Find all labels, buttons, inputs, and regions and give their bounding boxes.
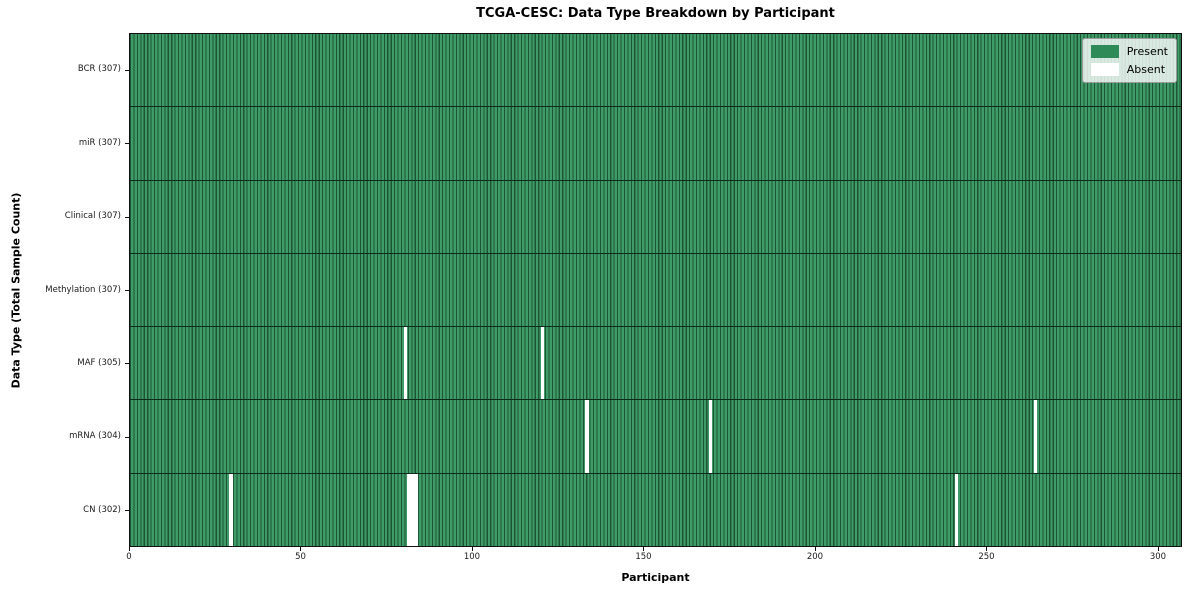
absent-cell	[403, 327, 408, 400]
x-tick-mark	[471, 547, 473, 551]
absent-cell	[410, 473, 415, 546]
absent-cell	[229, 473, 233, 546]
absent-swatch	[1090, 63, 1119, 76]
y-tick-mark	[125, 436, 129, 438]
x-tick-mark	[129, 547, 130, 551]
y-tick-label: mRNA (304)	[69, 431, 121, 442]
x-tick-label: 50	[295, 552, 306, 562]
y-tick-label: miR (307)	[78, 137, 121, 148]
legend-entry-present: Present	[1090, 45, 1168, 58]
row-cn	[130, 472, 1181, 546]
legend: Present Absent	[1081, 38, 1177, 83]
x-tick-mark	[986, 547, 988, 551]
row-mir	[130, 106, 1181, 180]
x-tick-mark	[814, 547, 816, 551]
y-tick-mark	[125, 143, 129, 145]
plot-area: Present Absent	[129, 33, 1182, 547]
y-tick-mark	[125, 69, 129, 71]
row-maf	[130, 326, 1181, 400]
chart-title: TCGA-CESC: Data Type Breakdown by Partic…	[476, 6, 835, 21]
y-tick-label: BCR (307)	[77, 64, 121, 75]
y-tick-mark	[125, 510, 129, 512]
y-tick-mark	[125, 216, 129, 218]
absent-cell	[585, 400, 589, 473]
row-clinical	[130, 179, 1181, 253]
y-tick-label: Clinical (307)	[64, 211, 121, 222]
x-tick-label: 250	[978, 552, 995, 562]
y-tick-label: CN (302)	[83, 504, 121, 515]
absent-cell	[708, 400, 712, 473]
row-bcr	[130, 34, 1181, 107]
x-tick-mark	[1157, 547, 1159, 551]
x-tick-mark	[300, 547, 302, 551]
x-tick-label: 0	[126, 552, 132, 562]
legend-entry-absent: Absent	[1090, 63, 1168, 76]
absent-cell	[414, 473, 418, 546]
y-tick-mark	[125, 290, 129, 291]
x-tick-label: 150	[635, 552, 652, 562]
present-swatch	[1090, 45, 1119, 58]
heatmap-rows	[130, 34, 1181, 546]
row-methylation	[130, 252, 1181, 327]
legend-label-present: Present	[1126, 45, 1168, 58]
x-axis-label: Participant	[621, 571, 690, 584]
x-tick-mark	[643, 547, 645, 551]
y-tick-mark	[125, 363, 129, 365]
x-tick-label: 100	[463, 552, 481, 562]
absent-cell	[540, 327, 545, 400]
absent-cell	[407, 473, 411, 546]
x-tick-label: 200	[806, 552, 824, 562]
row-mrna	[130, 399, 1181, 473]
legend-label-absent: Absent	[1126, 63, 1166, 76]
y-tick-label: MAF (305)	[77, 357, 121, 368]
absent-cell	[1033, 400, 1038, 473]
y-tick-label: Methylation (307)	[45, 284, 121, 295]
x-tick-label: 300	[1149, 552, 1167, 562]
absent-cell	[955, 473, 959, 546]
